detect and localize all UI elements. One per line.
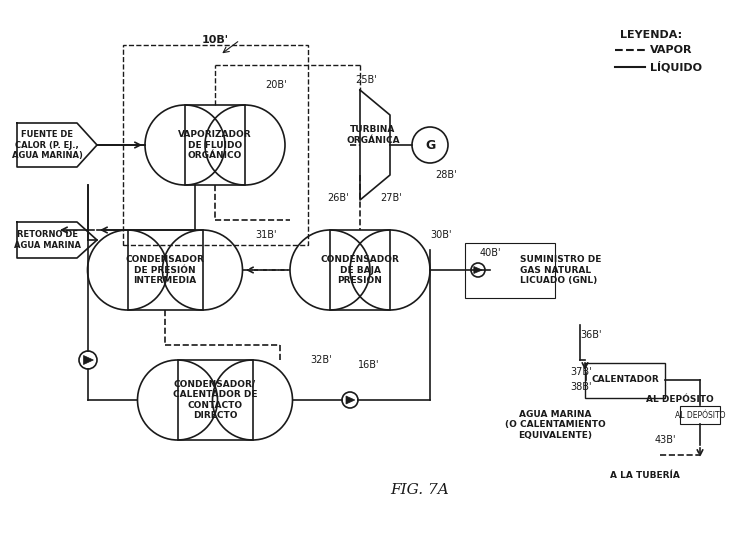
Text: 27B': 27B' <box>380 193 402 203</box>
Bar <box>185 105 245 185</box>
Text: AL DEPÓSITO: AL DEPÓSITO <box>675 410 725 419</box>
Bar <box>465 242 555 297</box>
Text: CONDENSADOR/
CALENTADOR DE
CONTACTO
DIRECTO: CONDENSADOR/ CALENTADOR DE CONTACTO DIRE… <box>172 380 257 420</box>
Text: RETORNO DE
AGUA MARINA: RETORNO DE AGUA MARINA <box>13 230 80 250</box>
Text: 31B': 31B' <box>255 230 277 240</box>
Polygon shape <box>346 396 355 404</box>
Text: VAPORIZADOR
DE FLUIDO
ORGÁNICO: VAPORIZADOR DE FLUIDO ORGÁNICO <box>178 130 252 160</box>
Text: VAPOR: VAPOR <box>650 45 692 55</box>
Bar <box>122 45 308 245</box>
Text: A LA TUBERÍA: A LA TUBERÍA <box>610 470 680 479</box>
Text: 32B': 32B' <box>310 355 332 365</box>
Text: 10B': 10B' <box>202 35 229 45</box>
Text: 38B': 38B' <box>570 382 592 392</box>
Bar <box>178 360 253 440</box>
Text: 25B': 25B' <box>355 75 376 85</box>
Bar <box>585 363 665 398</box>
Text: 20B': 20B' <box>265 80 286 90</box>
Text: 40B': 40B' <box>480 248 502 258</box>
Text: 43B': 43B' <box>655 435 676 445</box>
Text: 36B': 36B' <box>580 330 602 340</box>
Text: FUENTE DE
CALOR (P. EJ.,
AGUA MARINA): FUENTE DE CALOR (P. EJ., AGUA MARINA) <box>11 130 82 160</box>
Polygon shape <box>17 123 97 167</box>
Polygon shape <box>17 222 97 258</box>
Text: LEYENDA:: LEYENDA: <box>620 30 682 40</box>
Circle shape <box>79 351 97 369</box>
Text: LÍQUIDO: LÍQUIDO <box>650 61 702 73</box>
Text: CONDENSADOR
DE BAJA
PRESIÓN: CONDENSADOR DE BAJA PRESIÓN <box>320 255 400 285</box>
Bar <box>330 230 390 310</box>
Circle shape <box>342 392 358 408</box>
Text: 37B': 37B' <box>570 367 592 377</box>
Text: FIG. 7A: FIG. 7A <box>391 483 449 497</box>
Polygon shape <box>83 355 94 364</box>
Text: G: G <box>424 139 435 151</box>
Circle shape <box>471 263 485 277</box>
Bar <box>680 406 720 424</box>
Text: CONDENSADOR
DE PRESIÓN
INTERMEDIA: CONDENSADOR DE PRESIÓN INTERMEDIA <box>125 255 205 285</box>
Text: 26B': 26B' <box>327 193 349 203</box>
Text: 30B': 30B' <box>430 230 451 240</box>
Text: SUMINISTRO DE
GAS NATURAL
LICUADO (GNL): SUMINISTRO DE GAS NATURAL LICUADO (GNL) <box>520 255 602 285</box>
Text: CALENTADOR: CALENTADOR <box>591 376 658 385</box>
Text: AGUA MARINA
(O CALENTAMIENTO
EQUIVALENTE): AGUA MARINA (O CALENTAMIENTO EQUIVALENTE… <box>505 410 605 440</box>
Text: TURBINA
ORGÁNICA: TURBINA ORGÁNICA <box>346 125 400 144</box>
Text: AL DEPÓSITO: AL DEPÓSITO <box>646 395 714 404</box>
Text: 16B': 16B' <box>358 360 380 370</box>
Text: 28B': 28B' <box>435 170 457 180</box>
Polygon shape <box>474 266 482 273</box>
Bar <box>128 230 202 310</box>
